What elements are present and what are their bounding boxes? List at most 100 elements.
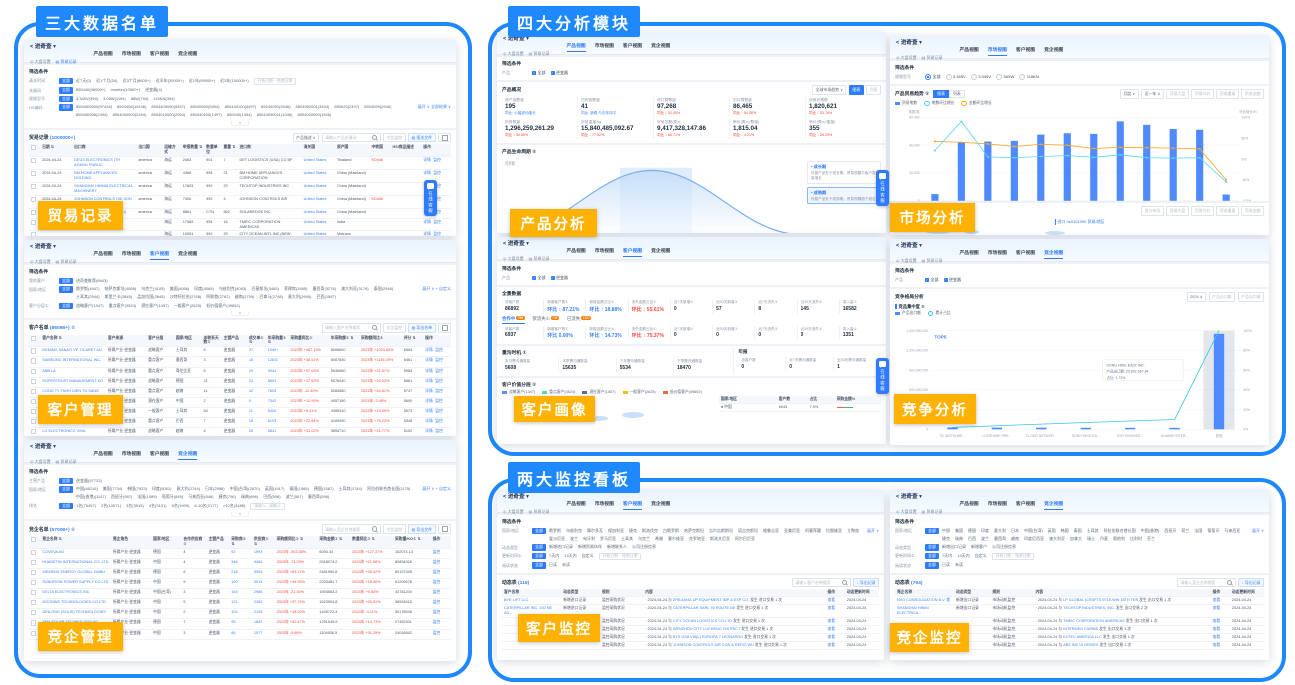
- column-header[interactable]: 年采购额① ⇅: [328, 334, 359, 348]
- nav-tab[interactable]: 产品视图: [93, 252, 113, 257]
- row-action-link[interactable]: 查看: [1212, 642, 1221, 647]
- filter-chip[interactable]: 逆变器(57733): [76, 477, 102, 483]
- filter-chip[interactable]: 阿塞拜疆: [805, 527, 821, 533]
- header-quick-link[interactable]: ◎ 大盘设置: [503, 509, 524, 514]
- filter-chip[interactable]: 法国(1089): [137, 494, 157, 499]
- row-action-link[interactable]: 详情: [423, 219, 431, 224]
- row-action-link[interactable]: 详情: [425, 358, 433, 363]
- column-header[interactable]: 客户数: [776, 395, 808, 404]
- filter-chip[interactable]: 7天内: [549, 552, 560, 558]
- column-header[interactable]: 动态类型: [954, 589, 991, 598]
- row-action-link[interactable]: 详情: [425, 368, 433, 373]
- column-header[interactable]: 数量同比① ⇅: [350, 535, 393, 549]
- filter-chip[interactable]: 马来西亚: [1224, 527, 1241, 533]
- filter-chip[interactable]: 斯洛伐克: [642, 527, 658, 533]
- filter-chip[interactable]: 越南(2759): [234, 294, 255, 299]
- nav-tab[interactable]: 客户视图: [622, 502, 643, 510]
- filter-chip[interactable]: 重点客户(3524): [108, 302, 137, 308]
- filter-chip[interactable]: 新增出口记录: [942, 544, 966, 549]
- column-header[interactable]: 数量单位: [204, 144, 222, 158]
- row-action-link[interactable]: 详情: [425, 348, 433, 353]
- brand-logo[interactable]: < 进奇查 ▾: [503, 494, 529, 500]
- filter-chip[interactable]: 14天内: [564, 552, 577, 558]
- column-header[interactable]: 竞企名称: [895, 589, 955, 598]
- nav-tab[interactable]: 客户视图: [149, 252, 170, 260]
- filter-chip[interactable]: 印度(4065): [194, 286, 214, 291]
- filter-chip[interactable]: 88W(794): [130, 95, 149, 101]
- fullscreen-icon[interactable]: [438, 132, 451, 143]
- legend-item[interactable]: 重点客户(3524): [542, 390, 575, 395]
- search-input[interactable]: 请输入客户名称搜索: [791, 577, 851, 588]
- filter-chip[interactable]: 已读: [549, 562, 557, 568]
- filter-chip[interactable]: 潜在客户(1457): [141, 302, 169, 308]
- filter-all-button[interactable]: 全部: [59, 302, 73, 309]
- filter-chip[interactable]: 德国: [968, 527, 976, 533]
- column-header[interactable]: 评分 ⇅: [401, 334, 424, 348]
- filter-chip[interactable]: 斯洛文尼亚: [710, 535, 730, 541]
- filter-chip[interactable]: 8504099(2946): [364, 104, 392, 110]
- filter-chip[interactable]: 1名(75457): [76, 502, 97, 508]
- nav-tab[interactable]: 市场视图: [121, 252, 141, 257]
- row-action-link[interactable]: 详情: [423, 232, 431, 236]
- row-action-link[interactable]: 查看: [1212, 618, 1221, 623]
- fullscreen-icon[interactable]: [438, 323, 451, 333]
- toolbar-select[interactable]: 近一年 ∨: [1141, 89, 1164, 99]
- header-quick-link[interactable]: ◎ 大盘设置: [503, 51, 524, 56]
- nav-tab[interactable]: 产品视图: [566, 502, 586, 507]
- filter-chip[interactable]: 波兰: [981, 535, 989, 541]
- filter-chip[interactable]: 比利时: [1130, 535, 1142, 541]
- nav-tab[interactable]: 竞企视图: [651, 249, 671, 254]
- toolbar-button[interactable]: 产品出口额: [1208, 292, 1236, 302]
- row-action-link[interactable]: 监控: [432, 620, 441, 625]
- row-action-link[interactable]: 查看: [827, 606, 836, 611]
- column-header[interactable]: 进口商: [237, 144, 302, 158]
- nav-tab[interactable]: 竞企视图: [1044, 48, 1064, 53]
- nav-tab[interactable]: 产品视图: [93, 452, 113, 457]
- brand-logo[interactable]: < 进奇查 ▾: [503, 241, 529, 247]
- filter-chip[interactable]: 乌克兰(4105): [141, 286, 165, 291]
- filter-chip[interactable]: 85044090011(1046): [256, 112, 293, 118]
- header-quick-link[interactable]: ▤ 贸易记录: [528, 51, 550, 56]
- filter-chip[interactable]: 土耳其: [621, 535, 633, 541]
- filter-chip[interactable]: 塔吉克斯坦: [738, 527, 758, 533]
- filter-chip[interactable]: 罗马尼亚: [600, 535, 616, 541]
- filter-radio[interactable]: 3.345V: [945, 74, 966, 81]
- filter-radio[interactable]: 115KN: [1019, 74, 1039, 81]
- search-input[interactable]: 请输入产品关键词: [321, 132, 381, 143]
- nav-tab[interactable]: 客户视图: [1015, 48, 1036, 53]
- filter-chip[interactable]: 匈牙利: [583, 535, 595, 541]
- row-action-link[interactable]: 监控: [432, 590, 441, 595]
- filter-chip[interactable]: 8504406(10446): [117, 104, 147, 110]
- row-action-link[interactable]: 监控: [435, 398, 443, 403]
- filter-chip[interactable]: 韩国: [1060, 527, 1069, 533]
- row-action-link[interactable]: 监控: [435, 409, 443, 413]
- filter-chip[interactable]: 2名(10571): [101, 502, 122, 508]
- column-header[interactable]: 操作: [1210, 589, 1230, 598]
- column-header[interactable]: 客户名称: [502, 589, 562, 598]
- column-header[interactable]: 重量 ⇅: [221, 144, 238, 158]
- nav-tab[interactable]: 市场视图: [987, 48, 1007, 56]
- filter-chip[interactable]: 公司注册信息: [632, 544, 656, 549]
- filter-chip[interactable]: 6-10名(2177): [194, 502, 218, 508]
- row-action-link[interactable]: 监控: [432, 579, 441, 584]
- filter-chip[interactable]: 85044090(3946): [261, 104, 291, 110]
- filter-chip[interactable]: 瑞典(696): [240, 494, 259, 499]
- column-header[interactable]: 竞企角色: [110, 535, 152, 549]
- view-toggle[interactable]: 图表: [933, 89, 949, 98]
- toolbar-button[interactable]: 贸易均价: [1191, 89, 1214, 99]
- column-header[interactable]: 清关国: [301, 144, 335, 158]
- filter-chip[interactable]: 85040500(5494): [190, 104, 220, 110]
- legend-item[interactable]: 金额环比增长: [961, 100, 992, 106]
- filter-chip[interactable]: 立陶宛: [847, 527, 859, 533]
- row-action-link[interactable]: 监控: [433, 209, 441, 214]
- search-input[interactable]: 请输入竞企名称搜索: [1176, 577, 1236, 588]
- toolbar-select[interactable]: 全球市场趋势 ∨: [812, 85, 847, 95]
- content-company-link[interactable]: KVTEC AMERICA LLC: [1063, 634, 1102, 639]
- filter-all-button[interactable]: 全部: [59, 277, 73, 284]
- content-company-link[interactable]: ABS INC UI DRIVES: [1063, 642, 1099, 647]
- filter-all-button[interactable]: 全部: [59, 286, 73, 293]
- brand-logo[interactable]: < 进奇查 ▾: [896, 40, 922, 46]
- filter-all-button[interactable]: 全部: [59, 477, 73, 484]
- legend-item[interactable]: 一般客户(2625): [622, 390, 656, 395]
- nav-tab[interactable]: 竞企视图: [651, 502, 671, 507]
